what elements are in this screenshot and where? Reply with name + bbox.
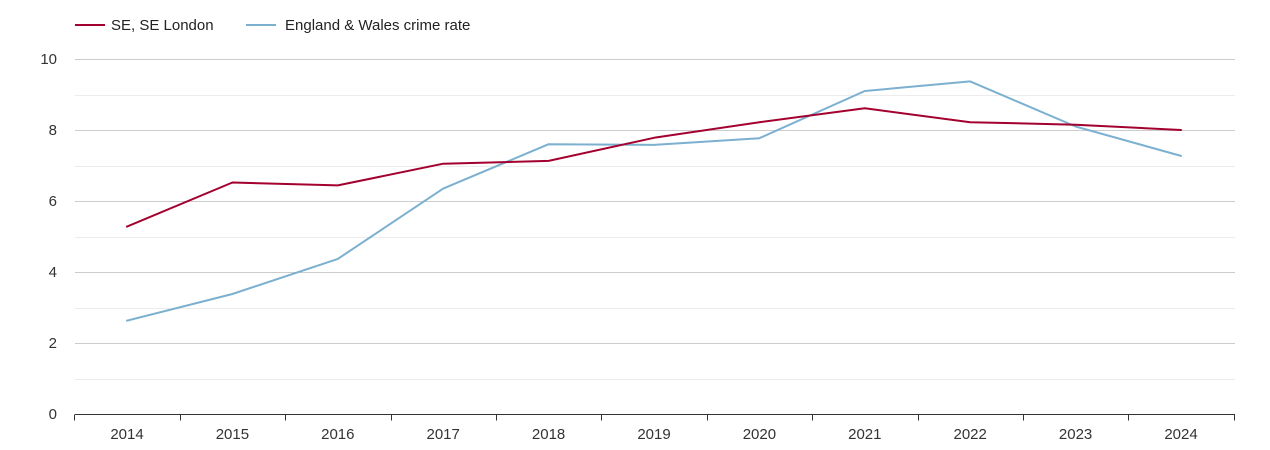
x-tick-label: 2024	[1164, 426, 1197, 443]
legend-item-1[interactable]: SE, SE London	[75, 17, 214, 34]
y-tick-label: 8	[49, 122, 57, 139]
legend-label: SE, SE London	[111, 17, 214, 34]
legend: SE, SE London England & Wales crime rate	[75, 17, 470, 34]
x-tick-label: 2019	[637, 426, 670, 443]
series-group	[126, 80, 1182, 322]
x-tick-label: 2022	[954, 426, 987, 443]
y-axis-ticks: 0 2 4 6 8 10	[40, 51, 57, 423]
x-tick-label: 2020	[743, 426, 776, 443]
x-tick-label: 2015	[216, 426, 249, 443]
series-line-1	[126, 107, 1182, 228]
y-tick-label: 10	[40, 51, 57, 68]
legend-item-2[interactable]: England & Wales crime rate	[246, 17, 470, 34]
grid	[75, 59, 1235, 380]
y-tick-label: 6	[49, 193, 57, 210]
x-tick-label: 2018	[532, 426, 565, 443]
x-tick-label: 2017	[427, 426, 460, 443]
y-tick-label: 0	[49, 406, 57, 423]
y-tick-label: 2	[49, 335, 57, 352]
series-line-2	[126, 80, 1182, 322]
x-axis: 2014 2015 2016 2017 2018 2019 2020 2021 2022 2023…	[74, 414, 1235, 443]
x-tick-label: 2023	[1059, 426, 1092, 443]
x-tick-label: 2021	[848, 426, 881, 443]
y-tick-label: 4	[49, 264, 57, 281]
legend-label: England & Wales crime rate	[285, 17, 470, 34]
x-tick-label: 2016	[321, 426, 354, 443]
x-tick-label: 2014	[110, 426, 143, 443]
